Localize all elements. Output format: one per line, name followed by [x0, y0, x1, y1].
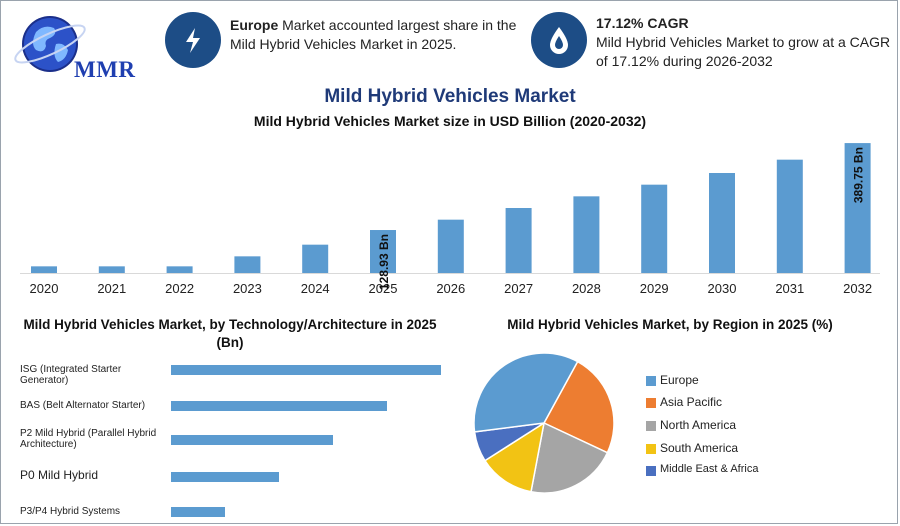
page-title: Mild Hybrid Vehicles Market — [324, 86, 576, 107]
region-chart-title: Mild Hybrid Vehicles Market, by Region i… — [507, 317, 833, 332]
technology-label: BAS (Belt Alternator Starter) — [20, 400, 146, 411]
technology-label: P0 Mild Hybrid — [20, 468, 99, 482]
technology-bar — [171, 507, 225, 517]
x-tick-label: 2022 — [165, 281, 194, 296]
pie-slice-north-america — [530, 421, 609, 494]
data-label: 128.93 Bn — [377, 234, 391, 290]
info-card-cagr-text: Mild Hybrid Vehicles Market to grow at a… — [596, 34, 891, 69]
legend-swatch — [646, 421, 656, 431]
technology-label: ISG (Integrated Starter Generator) — [20, 364, 122, 386]
x-tick-label: 2023 — [233, 281, 262, 296]
info-card-cagr: 17.12% CAGR Mild Hybrid Vehicles Market … — [596, 14, 891, 71]
legend-label: Europe — [660, 373, 699, 387]
x-tick-label: 2027 — [504, 281, 533, 296]
technology-bar — [171, 401, 387, 411]
bar-chart-title: Mild Hybrid Vehicles Market size in USD … — [253, 113, 647, 129]
info-card-europe-text: Market accounted largest share in the Mi… — [230, 17, 517, 52]
x-tick-label: 2030 — [708, 281, 737, 296]
info-card-cagr-bold: 17.12% CAGR — [596, 15, 689, 31]
logo-text: MMR — [74, 57, 136, 82]
technology-label: P3/P4 Hybrid Systems — [20, 506, 121, 517]
x-tick-label: 2032 — [843, 281, 872, 296]
x-tick-label: 2020 — [30, 281, 59, 296]
pie-slice-asia-pacific — [542, 360, 615, 454]
bar-2031 — [776, 159, 803, 273]
legend-label: South America — [660, 441, 739, 455]
legend-swatch — [646, 466, 656, 476]
x-tick-label: 2028 — [572, 281, 601, 296]
legend-swatch — [646, 444, 656, 454]
x-tick-label: 2031 — [775, 281, 804, 296]
pie-slice-south-america — [483, 421, 546, 493]
pie-slice-europe — [473, 352, 579, 433]
region-pie-chart — [473, 352, 615, 494]
technology-label: P2 Mild Hybrid (Parallel Hybrid Architec… — [20, 428, 157, 450]
drop-icon — [531, 12, 587, 68]
globe-icon — [14, 16, 86, 72]
data-label: 389.75 Bn — [852, 147, 866, 203]
technology-bar — [171, 472, 279, 482]
bar-2023 — [234, 256, 261, 273]
technology-chart-title: Mild Hybrid Vehicles Market, by Technolo… — [23, 317, 437, 350]
bar-2020 — [31, 266, 57, 273]
bar-2032 — [844, 143, 871, 273]
bar-2026 — [437, 219, 464, 273]
technology-bar — [171, 365, 441, 375]
bar-2022 — [166, 266, 193, 273]
market-size-bar-chart: 2020 2021 2022 2023 2024 2025 2026 2027 2028 2029… — [20, 143, 880, 296]
x-tick-label: 2029 — [640, 281, 669, 296]
bar-2028 — [573, 196, 600, 273]
bar-2030 — [709, 173, 735, 273]
bar-2021 — [98, 266, 125, 273]
legend-label: North America — [660, 418, 737, 432]
bar-2024 — [302, 244, 329, 273]
bar-2025 — [370, 230, 396, 273]
legend-label: Asia Pacific — [660, 395, 723, 409]
info-card-europe: Europe Market accounted largest share in… — [230, 16, 530, 54]
technology-bar — [171, 435, 333, 445]
legend-label: Middle East & Africa — [660, 463, 759, 475]
x-tick-label: 2024 — [301, 281, 330, 296]
legend-swatch — [646, 376, 656, 386]
x-tick-label: 2021 — [97, 281, 126, 296]
technology-bar-chart — [171, 365, 441, 517]
mmr-logo: MMR — [14, 8, 144, 82]
legend-swatch — [646, 398, 656, 408]
lightning-icon — [165, 12, 221, 68]
x-tick-label: 2025 — [369, 281, 398, 296]
x-tick-label: 2026 — [436, 281, 465, 296]
bar-2027 — [505, 208, 532, 273]
bar-2029 — [641, 184, 668, 273]
info-card-europe-bold: Europe — [230, 17, 279, 33]
